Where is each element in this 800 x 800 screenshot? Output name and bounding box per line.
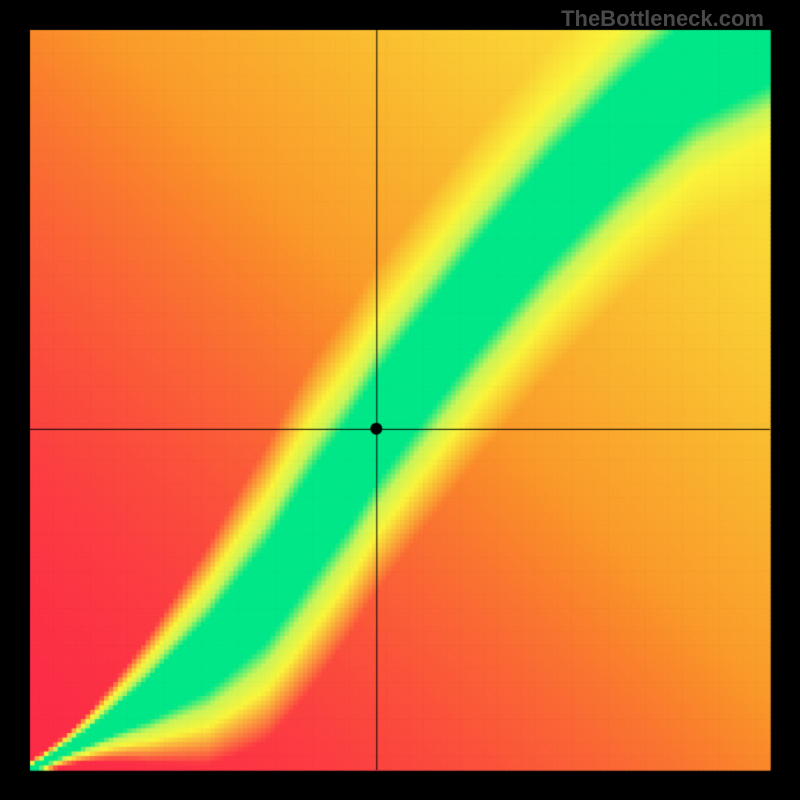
bottleneck-heatmap — [0, 0, 800, 800]
watermark-text: TheBottleneck.com — [561, 6, 764, 32]
